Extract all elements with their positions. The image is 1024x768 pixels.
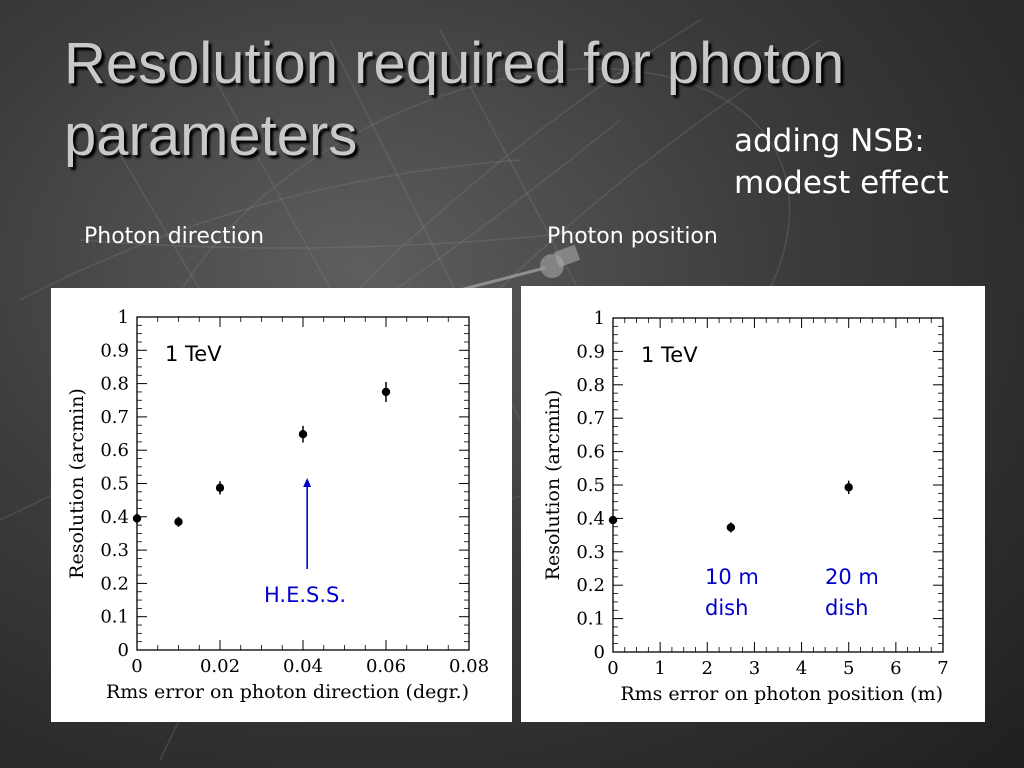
- y-tick-label: 0.7: [576, 408, 605, 429]
- x-axis-label: Rms error on photon direction (degr.): [106, 681, 469, 703]
- y-axis-label: Resolution (arcmin): [66, 388, 88, 579]
- chart-position: 0 0.1 0.2 0.3 0.4 0.5 0.6 0.7 0.8 0.9 1 0 1 2 3 4 5 6 7 Rms…: [542, 308, 949, 705]
- y-tick-label: 0.1: [576, 609, 605, 630]
- dish-label-line1: 20 m: [825, 565, 879, 589]
- x-tick-label: 0.06: [366, 656, 406, 677]
- x-tick-label: 0: [607, 658, 618, 679]
- y-tick-label: 0.7: [100, 407, 129, 428]
- y-tick-label: 0.9: [100, 340, 129, 361]
- y-tick-label: 0.2: [100, 573, 129, 594]
- hess-arrow-head: [303, 478, 312, 487]
- y-tick-label: 1: [118, 307, 129, 328]
- y-tick-label: 0.4: [100, 507, 129, 528]
- y-tick-label: 0: [594, 642, 605, 663]
- x-tick-label: 3: [749, 658, 760, 679]
- y-tick-label: 0.5: [576, 475, 605, 496]
- y-tick-label: 0.5: [100, 474, 129, 495]
- data-point: [215, 483, 225, 493]
- x-tick-label: 2: [702, 658, 713, 679]
- y-tick-label: 0.8: [100, 374, 129, 395]
- data-point: [381, 387, 391, 397]
- chart-panel-direction: 0 0.1 0.2 0.3 0.4 0.5 0.6 0.7 0.8 0.9 1 0 0.02 0.04 0.…: [51, 288, 512, 722]
- caption-photon-direction: Photon direction: [84, 224, 265, 249]
- data-point: [844, 483, 853, 492]
- hess-label: H.E.S.S.: [264, 583, 346, 607]
- plot-frame: [612, 317, 944, 653]
- nsb-note-line1: adding NSB:: [734, 123, 925, 159]
- x-tick-label: 6: [890, 658, 901, 679]
- dish-label-line1: 10 m: [705, 565, 759, 589]
- y-axis-label: Resolution (arcmin): [542, 390, 564, 581]
- y-tick-label: 0.1: [100, 607, 129, 628]
- data-point: [608, 515, 618, 525]
- x-tick-label: 0.08: [449, 656, 489, 677]
- data-point: [174, 517, 183, 526]
- nsb-note-line2: modest effect: [734, 165, 949, 201]
- y-tick-label: 0.4: [576, 508, 605, 529]
- x-tick-label: 7: [937, 658, 948, 679]
- slide-title: Resolution required for photon parameter…: [64, 31, 845, 168]
- x-axis-label: Rms error on photon position (m): [620, 683, 943, 705]
- y-tick-label: 0.6: [100, 440, 129, 461]
- x-tick-label: 0.02: [200, 656, 240, 677]
- dish-label-line2: dish: [705, 596, 748, 620]
- energy-label: 1 TeV: [165, 342, 222, 366]
- energy-label: 1 TeV: [641, 343, 698, 367]
- y-tick-label: 0.3: [576, 542, 605, 563]
- y-tick-label: 0.8: [576, 375, 605, 396]
- chart-panel-position: 0 0.1 0.2 0.3 0.4 0.5 0.6 0.7 0.8 0.9 1 0 1 2 3 4 5 6 7 Rms…: [521, 286, 985, 722]
- x-tick-label: 0: [131, 656, 142, 677]
- x-tick-label: 0.04: [283, 656, 323, 677]
- y-tick-label: 1: [594, 308, 605, 329]
- x-tick-label: 1: [654, 658, 665, 679]
- y-tick-label: 0.9: [576, 341, 605, 362]
- y-tick-label: 0.2: [576, 575, 605, 596]
- nsb-note: adding NSB: modest effect: [734, 120, 949, 204]
- y-tick-label: 0: [118, 640, 129, 661]
- dish-label-line2: dish: [825, 596, 868, 620]
- caption-photon-position: Photon position: [547, 224, 718, 249]
- data-point: [132, 514, 142, 523]
- data-point: [726, 523, 736, 532]
- y-tick-label: 0.3: [100, 540, 129, 561]
- data-point: [298, 430, 308, 439]
- x-tick-label: 4: [796, 658, 807, 679]
- x-tick-label: 5: [843, 658, 854, 679]
- chart-direction: 0 0.1 0.2 0.3 0.4 0.5 0.6 0.7 0.8 0.9 1 0 0.02 0.04 0.…: [66, 307, 489, 703]
- y-tick-label: 0.6: [576, 442, 605, 463]
